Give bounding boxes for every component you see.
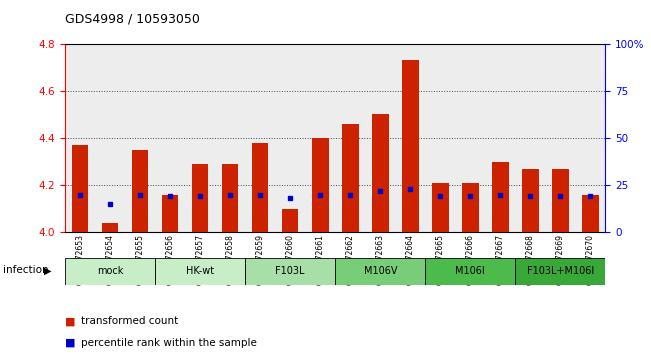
- Bar: [455, 44, 486, 232]
- Bar: [575, 44, 605, 232]
- Bar: [245, 44, 275, 232]
- Bar: [305, 44, 335, 232]
- Bar: [372, 114, 389, 232]
- Bar: [516, 44, 546, 232]
- Bar: [492, 162, 508, 232]
- Bar: [252, 143, 268, 232]
- Bar: [275, 44, 305, 232]
- Text: GDS4998 / 10593050: GDS4998 / 10593050: [65, 13, 200, 26]
- Bar: [102, 223, 118, 232]
- FancyBboxPatch shape: [335, 258, 425, 285]
- Text: HK-wt: HK-wt: [186, 266, 214, 276]
- Bar: [125, 44, 155, 232]
- Bar: [155, 44, 185, 232]
- Bar: [192, 164, 208, 232]
- Bar: [312, 138, 329, 232]
- Bar: [222, 164, 238, 232]
- FancyBboxPatch shape: [425, 258, 516, 285]
- Text: mock: mock: [97, 266, 123, 276]
- Bar: [342, 124, 359, 232]
- Bar: [582, 195, 599, 232]
- FancyBboxPatch shape: [245, 258, 335, 285]
- Bar: [462, 183, 478, 232]
- FancyBboxPatch shape: [516, 258, 605, 285]
- Text: F103L+M106I: F103L+M106I: [527, 266, 594, 276]
- Bar: [95, 44, 125, 232]
- Text: ▶: ▶: [44, 266, 52, 276]
- Text: M106V: M106V: [363, 266, 397, 276]
- Bar: [132, 150, 148, 232]
- Bar: [335, 44, 365, 232]
- Bar: [402, 60, 419, 232]
- FancyBboxPatch shape: [65, 258, 155, 285]
- Text: M106I: M106I: [456, 266, 485, 276]
- Bar: [546, 44, 575, 232]
- Text: infection: infection: [3, 265, 49, 276]
- Bar: [432, 183, 449, 232]
- Bar: [162, 195, 178, 232]
- Bar: [185, 44, 215, 232]
- FancyBboxPatch shape: [155, 258, 245, 285]
- Bar: [552, 168, 569, 232]
- Text: F103L: F103L: [275, 266, 305, 276]
- Bar: [215, 44, 245, 232]
- Bar: [282, 209, 299, 232]
- Text: transformed count: transformed count: [81, 316, 178, 326]
- Bar: [365, 44, 395, 232]
- Bar: [72, 145, 89, 232]
- Bar: [65, 44, 95, 232]
- Text: ■: ■: [65, 316, 76, 326]
- Text: percentile rank within the sample: percentile rank within the sample: [81, 338, 257, 348]
- Text: ■: ■: [65, 338, 76, 348]
- Bar: [486, 44, 516, 232]
- Bar: [425, 44, 455, 232]
- Bar: [395, 44, 425, 232]
- Bar: [522, 168, 538, 232]
